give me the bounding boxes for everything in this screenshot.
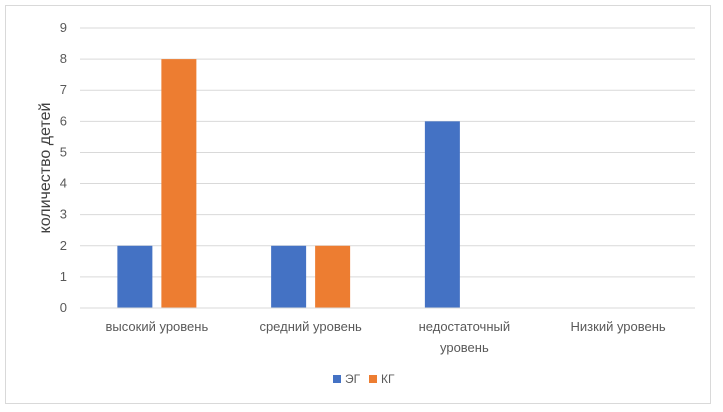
bar-ЭГ-0 — [117, 245, 153, 308]
category-label: недостаточный — [419, 319, 511, 334]
legend-swatch-1 — [369, 375, 377, 383]
y-tick-label: 9 — [60, 20, 67, 35]
bars — [117, 59, 460, 308]
x-axis-categories: высокий уровень средний уровень недостаточ… — [106, 319, 666, 355]
category-label: средний уровень — [259, 319, 362, 334]
bar-КГ-1 — [315, 245, 351, 308]
legend-label: КГ — [381, 372, 395, 386]
y-tick-label: 1 — [60, 269, 67, 284]
category-label: высокий уровень — [106, 319, 209, 334]
y-tick-label: 5 — [60, 144, 67, 159]
legend-label: ЭГ — [345, 372, 361, 386]
legend: ЭГ КГ — [333, 372, 395, 386]
category-label: Низкий уровень — [571, 319, 666, 334]
y-tick-label: 0 — [60, 300, 67, 315]
y-tick-label: 2 — [60, 238, 67, 253]
bar-КГ-0 — [161, 59, 197, 308]
bar-ЭГ-1 — [271, 245, 307, 308]
y-axis-ticks: 0 1 2 3 4 5 6 7 8 9 — [60, 20, 67, 315]
y-tick-label: 3 — [60, 207, 67, 222]
category-label: уровень — [440, 340, 489, 355]
y-tick-label: 8 — [60, 51, 67, 66]
y-axis-label: количество детей — [37, 103, 54, 234]
y-tick-label: 7 — [60, 82, 67, 97]
y-tick-label: 6 — [60, 113, 67, 128]
legend-swatch-0 — [333, 375, 341, 383]
y-tick-label: 4 — [60, 176, 67, 191]
bar-ЭГ-2 — [424, 121, 460, 308]
chart-frame — [5, 5, 711, 404]
